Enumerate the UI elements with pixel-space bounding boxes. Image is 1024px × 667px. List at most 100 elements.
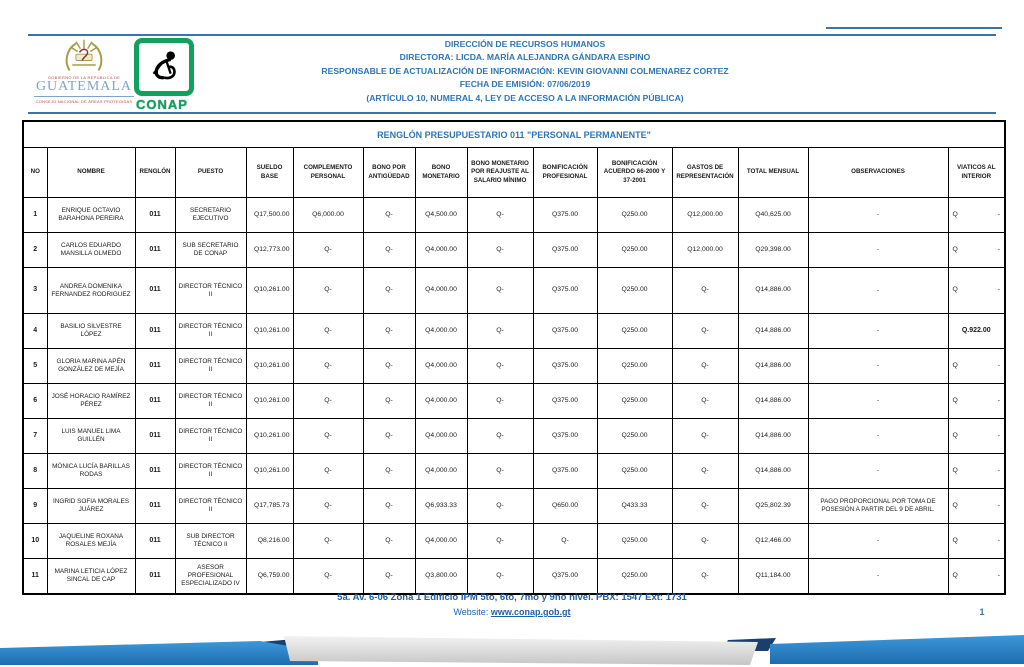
col-header-gastos_representacion: GASTOS DE REPRESENTACIÓN xyxy=(671,147,739,198)
cell-nombre: ENRIQUE OCTAVIO BARAHONA PEREIRA xyxy=(46,197,136,233)
cell-complemento_personal: Q- xyxy=(292,523,364,559)
table-row: 8 MÓNICA LUCÍA BARILLAS RODAS 011 DIRECTOR … xyxy=(22,453,1006,489)
cell-sueldo_base: Q12,773.00 xyxy=(245,232,294,268)
header-bottom-divider xyxy=(28,112,996,114)
cell-puesto: ASESOR PROFESIONAL ESPECIALIZADO IV xyxy=(174,558,247,595)
cell-complemento_personal: Q- xyxy=(292,383,364,419)
cell-bono_monetario: Q4,000.00 xyxy=(414,523,468,559)
cell-puesto: DIRECTOR TÉCNICO II xyxy=(174,348,247,384)
header-directora: DIRECTORA: LICDA. MARÍA ALEJANDRA GÁNDAR… xyxy=(399,52,651,63)
table-row: 11 MARINA LETICIA LÓPEZ SINCAL DE CAP 011 A… xyxy=(22,558,1006,595)
cell-no: 8 xyxy=(22,453,48,489)
cell-bono_monetario: Q4,000.00 xyxy=(414,383,468,419)
cell-renglon: 011 xyxy=(134,418,176,454)
cell-no: 10 xyxy=(22,523,48,559)
cell-renglon: 011 xyxy=(134,383,176,419)
table-row: 2 CARLOS EDUARDO MANSILLA OLMEDO 011 SUB SE… xyxy=(22,232,1006,268)
cell-nombre: GLORIA MARINA APÉN GONZÁLEZ DE MEJÍA xyxy=(46,348,136,384)
cell-viaticos: Q- xyxy=(947,197,1006,233)
cell-sueldo_base: Q6,759.00 xyxy=(245,558,294,595)
cell-gastos_representacion: Q12,000.00 xyxy=(671,197,739,233)
table-row: 10 JAQUELINE ROXANA ROSALES MEJÍA 011 SUB D… xyxy=(22,523,1006,559)
cell-bonificacion_profesional: Q375.00 xyxy=(532,418,598,454)
cell-total_mensual: Q14,886.00 xyxy=(737,313,809,349)
top-divider xyxy=(28,34,996,36)
cell-bono_reajuste: Q- xyxy=(466,558,534,595)
col-header-bono_monetario: BONO MONETARIO xyxy=(414,147,468,198)
cell-renglon: 011 xyxy=(134,348,176,384)
guatemala-coat-of-arms-icon xyxy=(65,39,103,71)
cell-bonificacion_acuerdo: Q250.00 xyxy=(596,453,673,489)
cell-observaciones: PAGO PROPORCIONAL POR TOMA DE POSESIÓN A… xyxy=(807,488,949,524)
cell-no: 2 xyxy=(22,232,48,268)
cell-puesto: DIRECTOR TÉCNICO II xyxy=(174,267,247,314)
cell-puesto: SUB DIRECTOR TÉCNICO II xyxy=(174,523,247,559)
cell-viaticos: Q- xyxy=(947,348,1006,384)
cell-total_mensual: Q14,886.00 xyxy=(737,348,809,384)
cell-no: 4 xyxy=(22,313,48,349)
cell-nombre: ANDREA DOMENIKA FERNANDEZ RODRIGUEZ xyxy=(46,267,136,314)
cell-bono_antiguedad: Q- xyxy=(362,383,416,419)
cell-bono_monetario: Q4,000.00 xyxy=(414,348,468,384)
cell-bono_reajuste: Q- xyxy=(466,313,534,349)
cell-sueldo_base: Q10,261.00 xyxy=(245,418,294,454)
col-header-bonificacion_profesional: BONIFICACIÓN PROFESIONAL xyxy=(532,147,598,198)
guatemala-logo: GOBIERNO DE LA REPÚBLICA DE GUATEMALA CO… xyxy=(34,38,134,104)
cell-gastos_representacion: Q- xyxy=(671,488,739,524)
cell-bonificacion_acuerdo: Q250.00 xyxy=(596,383,673,419)
cell-nombre: MARINA LETICIA LÓPEZ SINCAL DE CAP xyxy=(46,558,136,595)
cell-nombre: JAQUELINE ROXANA ROSALES MEJÍA xyxy=(46,523,136,559)
cell-puesto: DIRECTOR TÉCNICO II xyxy=(174,488,247,524)
cell-renglon: 011 xyxy=(134,232,176,268)
cell-total_mensual: Q14,886.00 xyxy=(737,453,809,489)
cell-bono_antiguedad: Q- xyxy=(362,232,416,268)
cell-bono_reajuste: Q- xyxy=(466,523,534,559)
cell-bono_reajuste: Q- xyxy=(466,453,534,489)
table-row: 1 ENRIQUE OCTAVIO BARAHONA PEREIRA 011 SECR… xyxy=(22,197,1006,233)
cell-bono_antiguedad: Q- xyxy=(362,523,416,559)
cell-renglon: 011 xyxy=(134,197,176,233)
cell-renglon: 011 xyxy=(134,453,176,489)
website-link[interactable]: www.conap.gob.gt xyxy=(490,607,571,617)
cell-observaciones: - xyxy=(807,383,949,419)
cell-bonificacion_profesional: Q375.00 xyxy=(532,453,598,489)
conap-logo: CONAP xyxy=(134,38,194,112)
cell-no: 1 xyxy=(22,197,48,233)
header-responsable: RESPONSABLE DE ACTUALIZACIÓN DE INFORMAC… xyxy=(321,65,729,76)
cell-bonificacion_profesional: Q375.00 xyxy=(532,232,598,268)
cell-viaticos: Q- xyxy=(947,453,1006,489)
col-header-bono_antiguedad: BONO POR ANTIGÜEDAD xyxy=(362,147,416,198)
cell-observaciones: - xyxy=(807,197,949,233)
col-header-bonificacion_acuerdo: BONIFICACIÓN ACUERDO 66-2000 Y 37-2001 xyxy=(596,147,673,198)
cell-bonificacion_profesional: Q375.00 xyxy=(532,383,598,419)
col-header-nombre: NOMBRE xyxy=(46,147,136,198)
cell-complemento_personal: Q- xyxy=(292,453,364,489)
cell-total_mensual: Q29,398.00 xyxy=(737,232,809,268)
cell-bonificacion_profesional: Q375.00 xyxy=(532,197,598,233)
cell-complemento_personal: Q- xyxy=(292,267,364,314)
cell-puesto: DIRECTOR TÉCNICO II xyxy=(174,418,247,454)
cell-renglon: 011 xyxy=(134,267,176,314)
cell-total_mensual: Q40,625.00 xyxy=(737,197,809,233)
cell-bonificacion_acuerdo: Q250.00 xyxy=(596,232,673,268)
cell-observaciones: - xyxy=(807,348,949,384)
cell-renglon: 011 xyxy=(134,488,176,524)
cell-gastos_representacion: Q- xyxy=(671,267,739,314)
col-header-puesto: PUESTO xyxy=(174,147,247,198)
cell-observaciones: - xyxy=(807,523,949,559)
cell-bono_antiguedad: Q- xyxy=(362,267,416,314)
cell-sueldo_base: Q17,785.73 xyxy=(245,488,294,524)
cell-observaciones: - xyxy=(807,418,949,454)
guatemala-logo-title: GUATEMALA xyxy=(34,79,134,97)
cell-bono_monetario: Q4,500.00 xyxy=(414,197,468,233)
cell-puesto: DIRECTOR TÉCNICO II xyxy=(174,313,247,349)
table-row: 4 BASILIO SILVESTRE LÓPEZ 011 DIRECTOR TÉCN… xyxy=(22,313,1006,349)
cell-nombre: BASILIO SILVESTRE LÓPEZ xyxy=(46,313,136,349)
cell-sueldo_base: Q10,261.00 xyxy=(245,383,294,419)
cell-gastos_representacion: Q- xyxy=(671,313,739,349)
cell-bono_monetario: Q4,000.00 xyxy=(414,418,468,454)
cell-bono_monetario: Q4,000.00 xyxy=(414,313,468,349)
cell-observaciones: - xyxy=(807,453,949,489)
cell-bono_reajuste: Q- xyxy=(466,197,534,233)
